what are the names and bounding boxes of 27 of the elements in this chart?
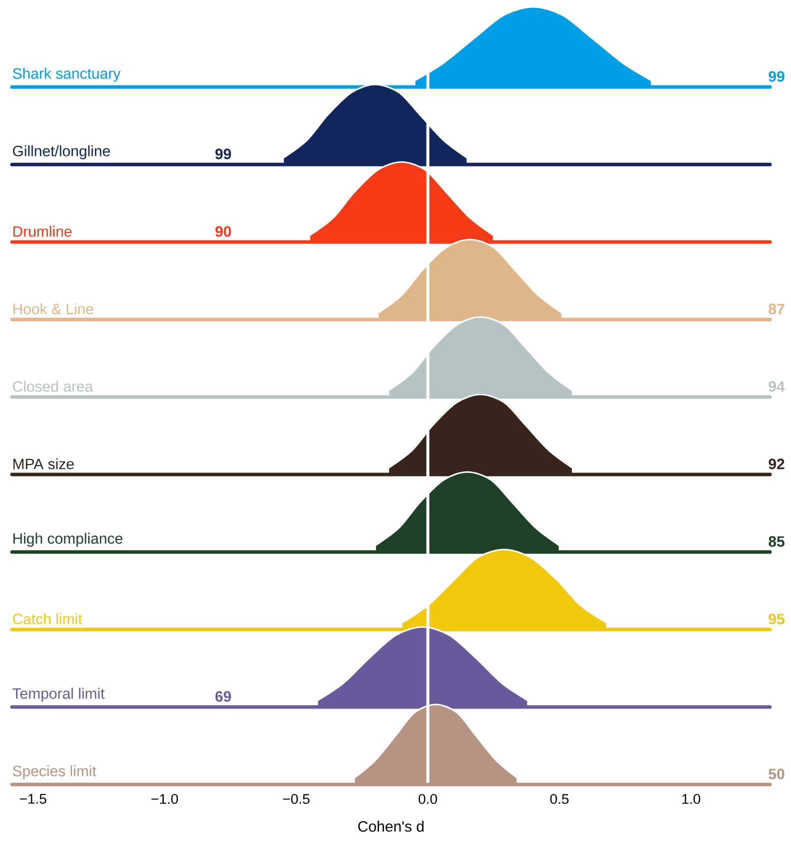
annotation: 87 [768,304,784,314]
text: Species limit [12,765,96,780]
annotation: 50 [768,768,784,780]
annotation: 69 [215,691,231,702]
x-tick-label: −0.5 [283,794,310,804]
annotation: 92 [768,458,784,470]
annotation: 94 [768,381,785,392]
text: Shark sanctuary [12,68,121,82]
annotation: 99 [215,148,231,160]
text: Closed area [12,380,94,392]
text: Catch limit [12,613,82,624]
x-tick-label: 1.0 [682,794,700,804]
text: Drumline [13,226,72,237]
x-tick-label: 0.0 [418,794,438,804]
x-tick-label: −1.5 [20,794,46,804]
x-axis-title: Cohen's d [358,820,424,832]
text: Hook & Line [13,303,94,314]
annotation: 99 [768,71,784,82]
x-tick-label: 0.5 [550,794,569,804]
text: Temporal limit [12,688,105,702]
x-tick-label: −1.0 [152,794,178,804]
annotation: 85 [768,536,784,547]
text: High compliance [13,532,122,547]
text: Gillnet/longline [12,145,110,160]
annotation: 95 [768,614,784,624]
text: MPA size [13,458,74,470]
annotation: 90 [215,226,231,237]
